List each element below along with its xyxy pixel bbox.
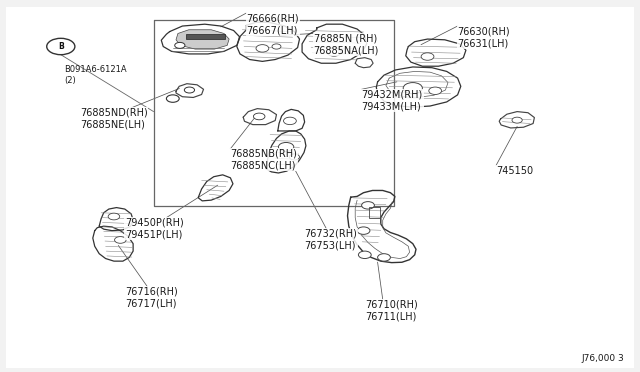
Circle shape [256, 45, 269, 52]
Circle shape [272, 44, 281, 49]
Circle shape [362, 202, 374, 209]
Text: 79450P(RH)
79451P(LH): 79450P(RH) 79451P(LH) [125, 218, 184, 240]
Circle shape [289, 154, 300, 160]
Circle shape [278, 142, 294, 151]
Circle shape [403, 83, 422, 94]
Text: 79432M(RH)
79433M(LH): 79432M(RH) 79433M(LH) [362, 89, 423, 111]
Circle shape [378, 254, 390, 261]
Circle shape [358, 251, 371, 259]
Circle shape [47, 38, 75, 55]
Text: 76716(RH)
76717(LH): 76716(RH) 76717(LH) [125, 286, 177, 308]
Circle shape [357, 227, 370, 234]
Circle shape [108, 213, 120, 220]
Text: 76885NB(RH)
76885NC(LH): 76885NB(RH) 76885NC(LH) [230, 149, 297, 171]
Bar [369, 207, 380, 218]
Circle shape [421, 53, 434, 60]
Circle shape [284, 117, 296, 125]
Text: 745150: 745150 [496, 166, 533, 176]
Text: 76666(RH)
76667(LH): 76666(RH) 76667(LH) [246, 13, 299, 35]
Text: B091A6-6121A
(2): B091A6-6121A (2) [64, 65, 127, 85]
Bar [186, 34, 225, 39]
Circle shape [512, 117, 522, 123]
Text: 76885N (RH)
76885NA(LH): 76885N (RH) 76885NA(LH) [314, 33, 379, 55]
Circle shape [327, 48, 341, 56]
Text: 76630(RH)
76631(LH): 76630(RH) 76631(LH) [458, 26, 510, 48]
Circle shape [429, 87, 442, 94]
Text: 76710(RH)
76711(LH): 76710(RH) 76711(LH) [365, 299, 417, 321]
Polygon shape [176, 30, 229, 49]
Circle shape [115, 237, 126, 243]
Text: 76885ND(RH)
76885NE(LH): 76885ND(RH) 76885NE(LH) [80, 108, 148, 130]
Circle shape [253, 113, 265, 120]
Text: 76732(RH)
76753(LH): 76732(RH) 76753(LH) [304, 229, 357, 251]
Circle shape [184, 87, 195, 93]
Text: J76,000 3: J76,000 3 [581, 354, 624, 363]
Circle shape [166, 95, 179, 102]
Text: B: B [58, 42, 63, 51]
Circle shape [175, 42, 185, 48]
